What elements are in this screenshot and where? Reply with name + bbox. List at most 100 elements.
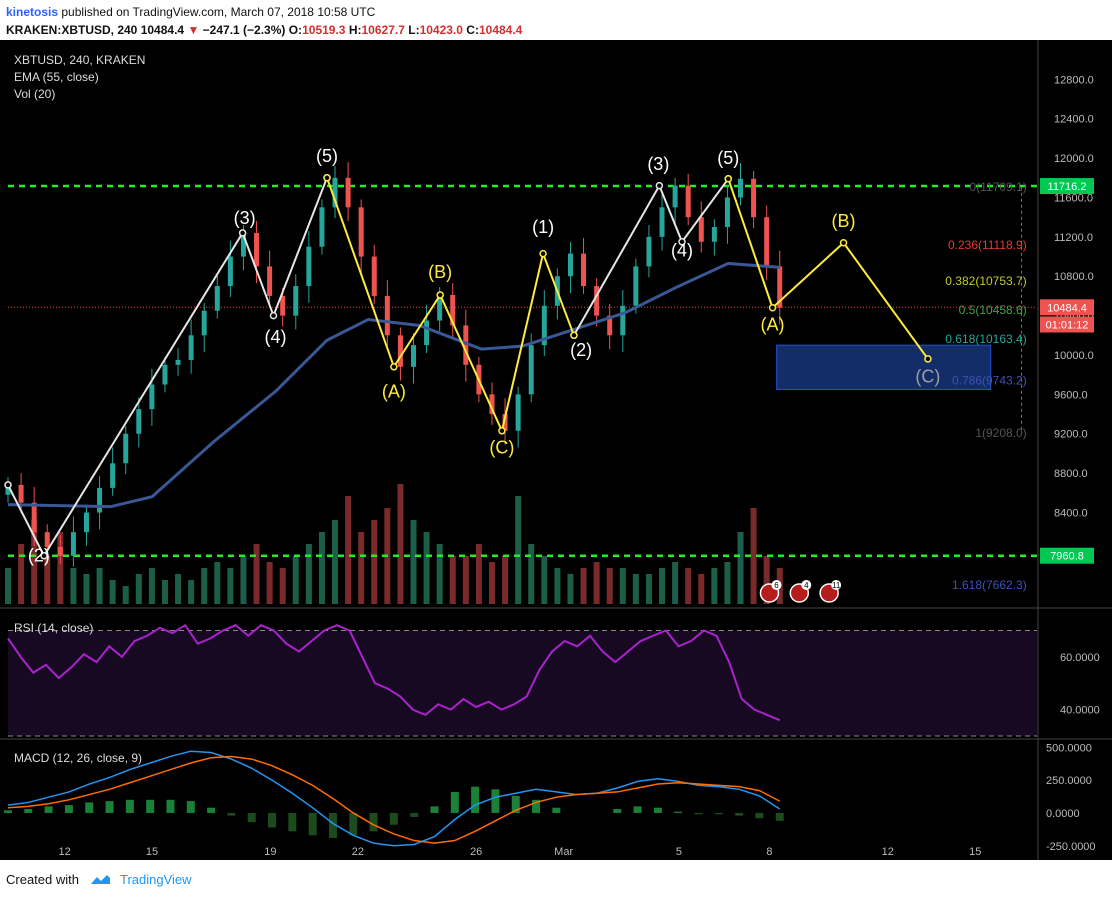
volume-bar — [488, 562, 495, 604]
price-change: −247.1 (−2.3%) — [202, 23, 286, 37]
volume-bar — [70, 568, 77, 604]
macd-tick-label: 250.0000 — [1046, 775, 1092, 787]
impulse-wave-path-node — [269, 311, 278, 320]
impulse-wave-path-2 — [573, 178, 730, 336]
volume-bar — [763, 556, 770, 604]
volume-bar — [279, 568, 286, 604]
main-legend-item: EMA (55, close) — [14, 70, 99, 84]
volume-bar — [57, 532, 64, 604]
volume-bar — [96, 568, 103, 604]
candle-body — [254, 232, 260, 267]
main-legend-item: Vol (20) — [14, 87, 55, 101]
macd-histogram-bar — [471, 786, 480, 813]
open-label: O: — [288, 23, 303, 37]
volume-bar — [698, 574, 705, 604]
rsi-legend: RSI (14, close) — [14, 621, 93, 635]
candle-body — [424, 320, 430, 346]
macd-histogram-bar — [511, 795, 520, 813]
volume-bar — [31, 520, 38, 604]
fib-level-label: 0(11709.1) — [970, 180, 1027, 194]
event-count-label: 4 — [804, 581, 809, 590]
fib-level-label: 0.786(9743.2) — [952, 373, 1027, 387]
macd-histogram-bar — [410, 812, 419, 817]
price-tag-label: 11716.2 — [1048, 181, 1087, 193]
price-tick-label: 11200.0 — [1054, 232, 1093, 244]
candle-body — [594, 286, 600, 316]
macd-histogram-bar — [755, 812, 764, 819]
fib-level-label: 1.618(7662.3) — [952, 578, 1027, 592]
rsi-band — [8, 630, 1037, 736]
volume-bar — [253, 544, 260, 604]
footer: Created with TradingView — [0, 860, 1112, 897]
event-count-label: 11 — [832, 581, 841, 590]
rsi-line — [7, 623, 781, 722]
price-tag-label: 7960.8 — [1050, 551, 1084, 563]
price-tick-label: 8800.0 — [1054, 468, 1088, 480]
macd-histogram-bar — [125, 799, 134, 813]
volume-bar — [148, 568, 155, 604]
candle-body — [83, 512, 89, 533]
candle-body — [293, 286, 299, 316]
candle-body — [136, 409, 142, 434]
volume-bar — [410, 520, 417, 604]
candle-body — [358, 207, 364, 257]
tradingview-link[interactable]: TradingView — [120, 872, 192, 887]
time-tick-label: 19 — [264, 846, 276, 858]
time-tick-label: 8 — [766, 846, 772, 858]
macd-histogram-bar — [613, 809, 622, 813]
candle-body — [515, 394, 521, 431]
macd-histogram-bar — [491, 789, 500, 813]
macd-tick-label: -250.0000 — [1046, 841, 1096, 853]
candle-body — [698, 217, 704, 242]
candle-body — [149, 384, 155, 410]
low-value: 10423.0 — [419, 23, 463, 37]
price-tick-label: 12000.0 — [1054, 153, 1094, 165]
publish-line: kinetosis published on TradingView.com, … — [6, 5, 375, 19]
volume-bar — [305, 544, 312, 604]
macd-histogram-bar — [146, 799, 155, 813]
volume-bar — [175, 574, 182, 604]
chart-svg[interactable]: 12800.0 12400.0 12000.0 11600.0 11200.0 10800… — [0, 40, 1112, 860]
tradingview-cloud-icon — [89, 873, 111, 888]
event-count-label: 6 — [774, 581, 779, 590]
volume-bar — [332, 520, 339, 604]
macd-histogram-bar — [227, 812, 236, 816]
macd-line — [7, 750, 781, 847]
macd-histogram-bar — [64, 805, 73, 813]
wave-label: (C) — [915, 367, 940, 387]
macd-histogram-bar — [4, 810, 12, 813]
time-tick-label: 12 — [58, 846, 70, 858]
candle-body — [751, 178, 757, 218]
volume-bar — [318, 532, 325, 604]
macd-histogram-bar — [674, 811, 683, 813]
candle-body — [214, 286, 220, 311]
volume-bar — [266, 562, 273, 604]
macd-histogram-bar — [349, 812, 358, 836]
rsi-tick-label: 40.0000 — [1060, 705, 1100, 717]
candle-body — [175, 359, 181, 365]
candle-body — [724, 197, 730, 228]
macd-histogram-bar — [207, 807, 216, 813]
candle-body — [227, 256, 233, 287]
volume-bar — [423, 532, 430, 604]
chart-area[interactable]: 12800.0 12400.0 12000.0 11600.0 11200.0 10800… — [0, 40, 1112, 860]
open-value: 10519.3 — [302, 23, 346, 37]
volume-bar — [567, 574, 574, 604]
volume-bar — [5, 568, 11, 604]
price-tag-label: 10484.4 — [1047, 302, 1087, 314]
author-link[interactable]: kinetosis — [6, 5, 59, 19]
candle-body — [371, 256, 377, 296]
volume-bar — [44, 556, 51, 604]
macd-tick-label: 500.0000 — [1046, 742, 1092, 754]
volume-bar — [109, 580, 116, 604]
macd-signal-line — [7, 755, 781, 844]
volume-bar — [750, 508, 757, 604]
candle-body — [345, 177, 351, 208]
publish-text: published on TradingView.com, March 07, … — [61, 5, 376, 19]
candle-body — [332, 177, 338, 208]
wave-label: (2) — [570, 340, 592, 360]
volume-bar — [502, 556, 509, 604]
volume-bar — [475, 544, 482, 604]
corrective-wave-path-node — [570, 331, 578, 340]
volume-bar — [711, 568, 718, 604]
